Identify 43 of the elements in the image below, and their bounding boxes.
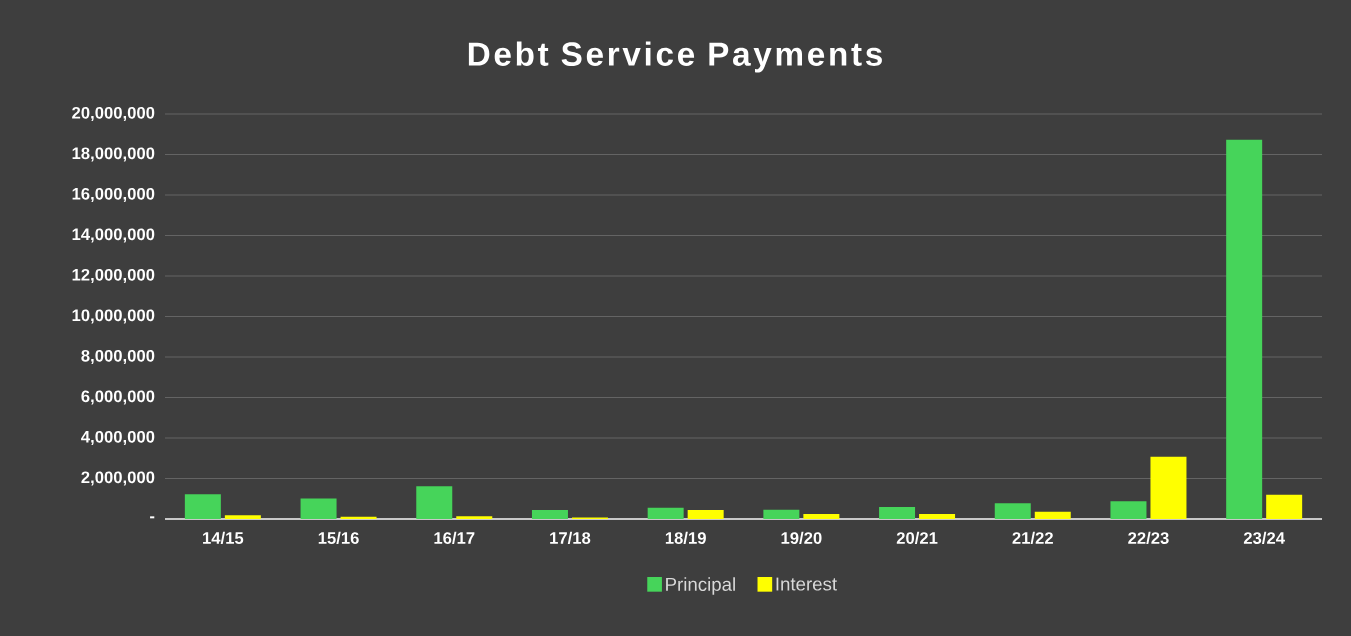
chart-title: Debt Service Payments [468,41,882,73]
x-tick-label: 23/24 [1243,531,1285,545]
bar [1034,511,1071,519]
bar [687,510,724,519]
x-tick-label: 17/18 [550,531,591,545]
bar [224,515,261,519]
y-tick-label: - [150,516,155,519]
bar [994,503,1031,519]
bar [879,507,916,519]
x-tick-label: 18/19 [665,531,706,545]
x-tick-label: 20/21 [896,531,938,545]
bar [1150,456,1187,519]
bar [1226,139,1263,519]
y-tick-label: 18,000,000 [72,147,155,162]
bar [456,516,493,519]
y-tick-label: 2,000,000 [81,471,155,486]
y-tick-label: 8,000,000 [81,349,155,365]
x-tick-label: 21/22 [1012,531,1053,545]
y-tick-label: 12,000,000 [72,268,155,284]
x-tick-label: 22/23 [1128,531,1169,545]
y-tick-label: 4,000,000 [81,430,155,446]
y-tick-label: 14,000,000 [72,228,155,243]
bar [647,507,684,519]
legend-label: Interest [776,577,837,591]
bar [300,498,337,519]
bar [763,509,800,519]
x-tick-label: 15/16 [318,531,359,545]
bar [1266,494,1303,519]
bar [416,486,453,519]
bar [919,513,956,519]
bar [803,513,840,519]
x-tick-label: 16/17 [434,531,475,545]
x-tick-label: 19/20 [781,531,822,545]
bar [1110,501,1147,519]
bar [531,510,568,519]
y-tick-label: 6,000,000 [81,390,155,405]
y-tick-label: 20,000,000 [72,106,155,122]
legend-label: Principal [666,577,735,595]
bar [340,516,377,519]
y-tick-label: 16,000,000 [72,187,155,203]
y-tick-label: 10,000,000 [72,309,155,324]
bar [184,494,221,519]
x-tick-label: 14/15 [203,531,244,545]
